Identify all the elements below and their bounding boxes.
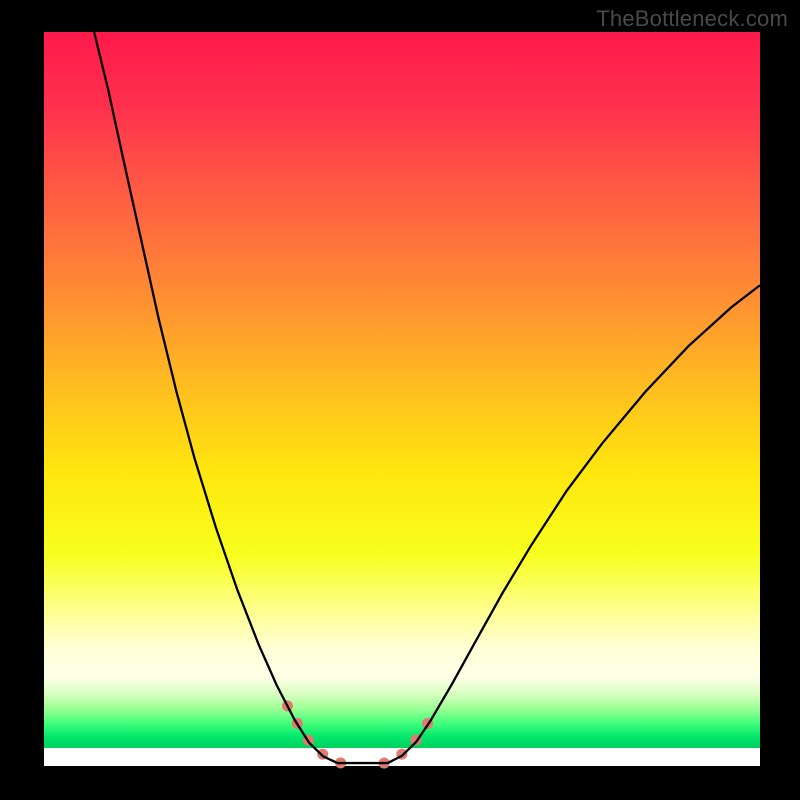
bottleneck-curve xyxy=(94,32,760,763)
curve-layer xyxy=(44,32,760,766)
right-tail xyxy=(384,707,438,763)
highlight-dots xyxy=(287,706,437,763)
watermark-text: TheBottleneck.com xyxy=(596,6,788,32)
plot-area xyxy=(44,32,760,766)
left-tail xyxy=(287,706,341,763)
